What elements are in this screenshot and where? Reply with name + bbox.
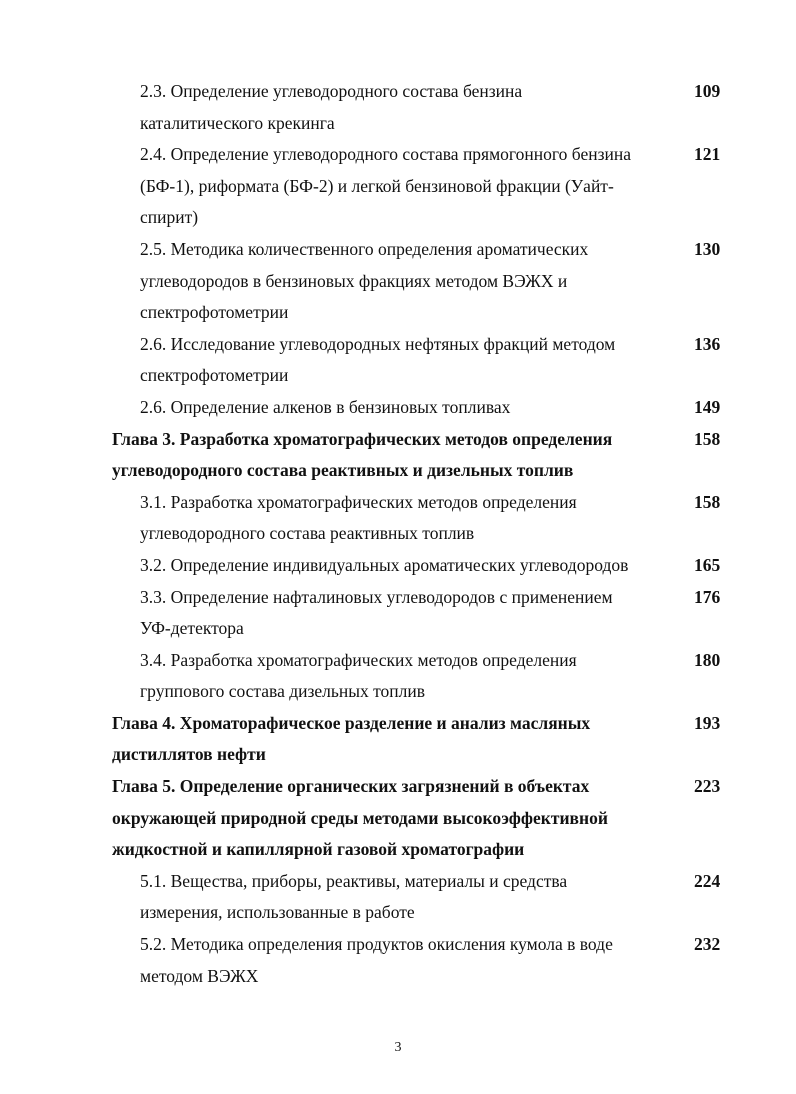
toc-section-entry: 2.4. Определение углеводородного состава… xyxy=(0,139,796,234)
toc-entry-text-line: спирит) xyxy=(140,207,199,228)
toc-page-number: 165 xyxy=(694,554,721,575)
toc-entry-text-line: 2.3. Определение углеводородного состава… xyxy=(140,81,523,101)
toc-entry-text-line: УФ-детектора xyxy=(140,618,244,639)
toc-entry-text-line: 2.6. Определение алкенов в бензиновых то… xyxy=(140,396,511,417)
toc-entry-text-line: углеводородов в бензиновых фракциях мето… xyxy=(140,270,568,291)
toc-chapter-entry: Глава 3. Разработка хроматографических м… xyxy=(0,424,796,487)
toc-entry-text-line: спектрофотометрии xyxy=(140,365,289,386)
toc-section-entry: 2.6. Исследование углеводородных нефтяны… xyxy=(0,329,796,392)
toc-section-entry: 2.3. Определение углеводородного состава… xyxy=(0,76,796,139)
toc-chapter-entry: Глава 5. Определение органических загряз… xyxy=(0,771,796,866)
toc-entry-text-line: (БФ-1), риформата (БФ-2) и легкой бензин… xyxy=(140,175,614,196)
toc-section-entry: 3.2. Определение индивидуальных ароматич… xyxy=(0,550,796,582)
toc-page-number: 180 xyxy=(694,649,721,670)
toc-entry-text-line: дистиллятов нефти xyxy=(112,744,266,765)
table-of-contents: 2.3. Определение углеводородного состава… xyxy=(0,76,796,992)
toc-section-entry: 2.5. Методика количественного определени… xyxy=(0,234,796,329)
page-number: 3 xyxy=(394,1040,402,1055)
toc-entry-text-line: Глава 5. Определение органических загряз… xyxy=(112,776,590,797)
toc-entry-text-line: Глава 4. Хроматорафическое разделение и … xyxy=(112,712,591,733)
toc-entry-text-line: 3.2. Определение индивидуальных ароматич… xyxy=(140,554,629,575)
toc-page-number: 109 xyxy=(694,81,721,101)
toc-page-number: 176 xyxy=(694,586,721,607)
toc-page-number: 158 xyxy=(694,491,721,512)
toc-entry-text-line: 5.2. Методика определения продуктов окис… xyxy=(140,934,613,955)
toc-page-number: 232 xyxy=(694,934,721,955)
toc-entry-text-line: каталитического крекинга xyxy=(140,112,335,133)
toc-chapter-entry: Глава 4. Хроматорафическое разделение и … xyxy=(0,708,796,771)
toc-page-number: 136 xyxy=(694,333,721,354)
toc-entry-text-line: 2.4. Определение углеводородного состава… xyxy=(140,144,631,165)
toc-entry-text-line: измерения, использованные в работе xyxy=(140,902,415,923)
toc-section-entry: 3.1. Разработка хроматографических метод… xyxy=(0,487,796,550)
toc-entry-text-line: 2.6. Исследование углеводородных нефтяны… xyxy=(140,333,616,354)
toc-entry-text-line: методом ВЭЖХ xyxy=(140,965,259,986)
toc-section-entry: 3.3. Определение нафталиновых углеводоро… xyxy=(0,582,796,645)
toc-entry-text-line: 3.1. Разработка хроматографических метод… xyxy=(140,491,577,512)
toc-section-entry: 5.2. Методика определения продуктов окис… xyxy=(0,929,796,992)
toc-page-number: 158 xyxy=(694,428,721,449)
toc-section-entry: 2.6. Определение алкенов в бензиновых то… xyxy=(0,392,796,424)
toc-page-number: 130 xyxy=(694,238,721,259)
toc-entry-text-line: окружающей природной среды методами высо… xyxy=(112,807,608,828)
toc-entry-text-line: углеводородного состава реактивных топли… xyxy=(140,523,475,544)
toc-entry-text-line: группового состава дизельных топлив xyxy=(140,681,426,702)
toc-entry-text-line: 3.3. Определение нафталиновых углеводоро… xyxy=(140,586,613,607)
toc-section-entry: 5.1. Вещества, приборы, реактивы, матери… xyxy=(0,866,796,929)
toc-entry-text-line: жидкостной и капиллярной газовой хромато… xyxy=(112,839,525,860)
toc-page-number: 224 xyxy=(694,870,721,891)
toc-entry-text-line: углеводородного состава реактивных и диз… xyxy=(112,460,574,481)
toc-entry-text-line: 2.5. Методика количественного определени… xyxy=(140,238,589,259)
toc-page-number: 193 xyxy=(694,712,721,733)
toc-entry-text-line: Глава 3. Разработка хроматографических м… xyxy=(112,428,613,449)
toc-page-number: 149 xyxy=(694,396,721,417)
toc-entry-text-line: 5.1. Вещества, приборы, реактивы, матери… xyxy=(140,870,568,891)
toc-section-entry: 3.4. Разработка хроматографических метод… xyxy=(0,645,796,708)
toc-entry-text-line: спектрофотометрии xyxy=(140,302,289,323)
toc-entry-text-line: 3.4. Разработка хроматографических метод… xyxy=(140,649,577,670)
toc-page-number: 121 xyxy=(694,144,721,165)
toc-page-number: 223 xyxy=(694,776,721,797)
